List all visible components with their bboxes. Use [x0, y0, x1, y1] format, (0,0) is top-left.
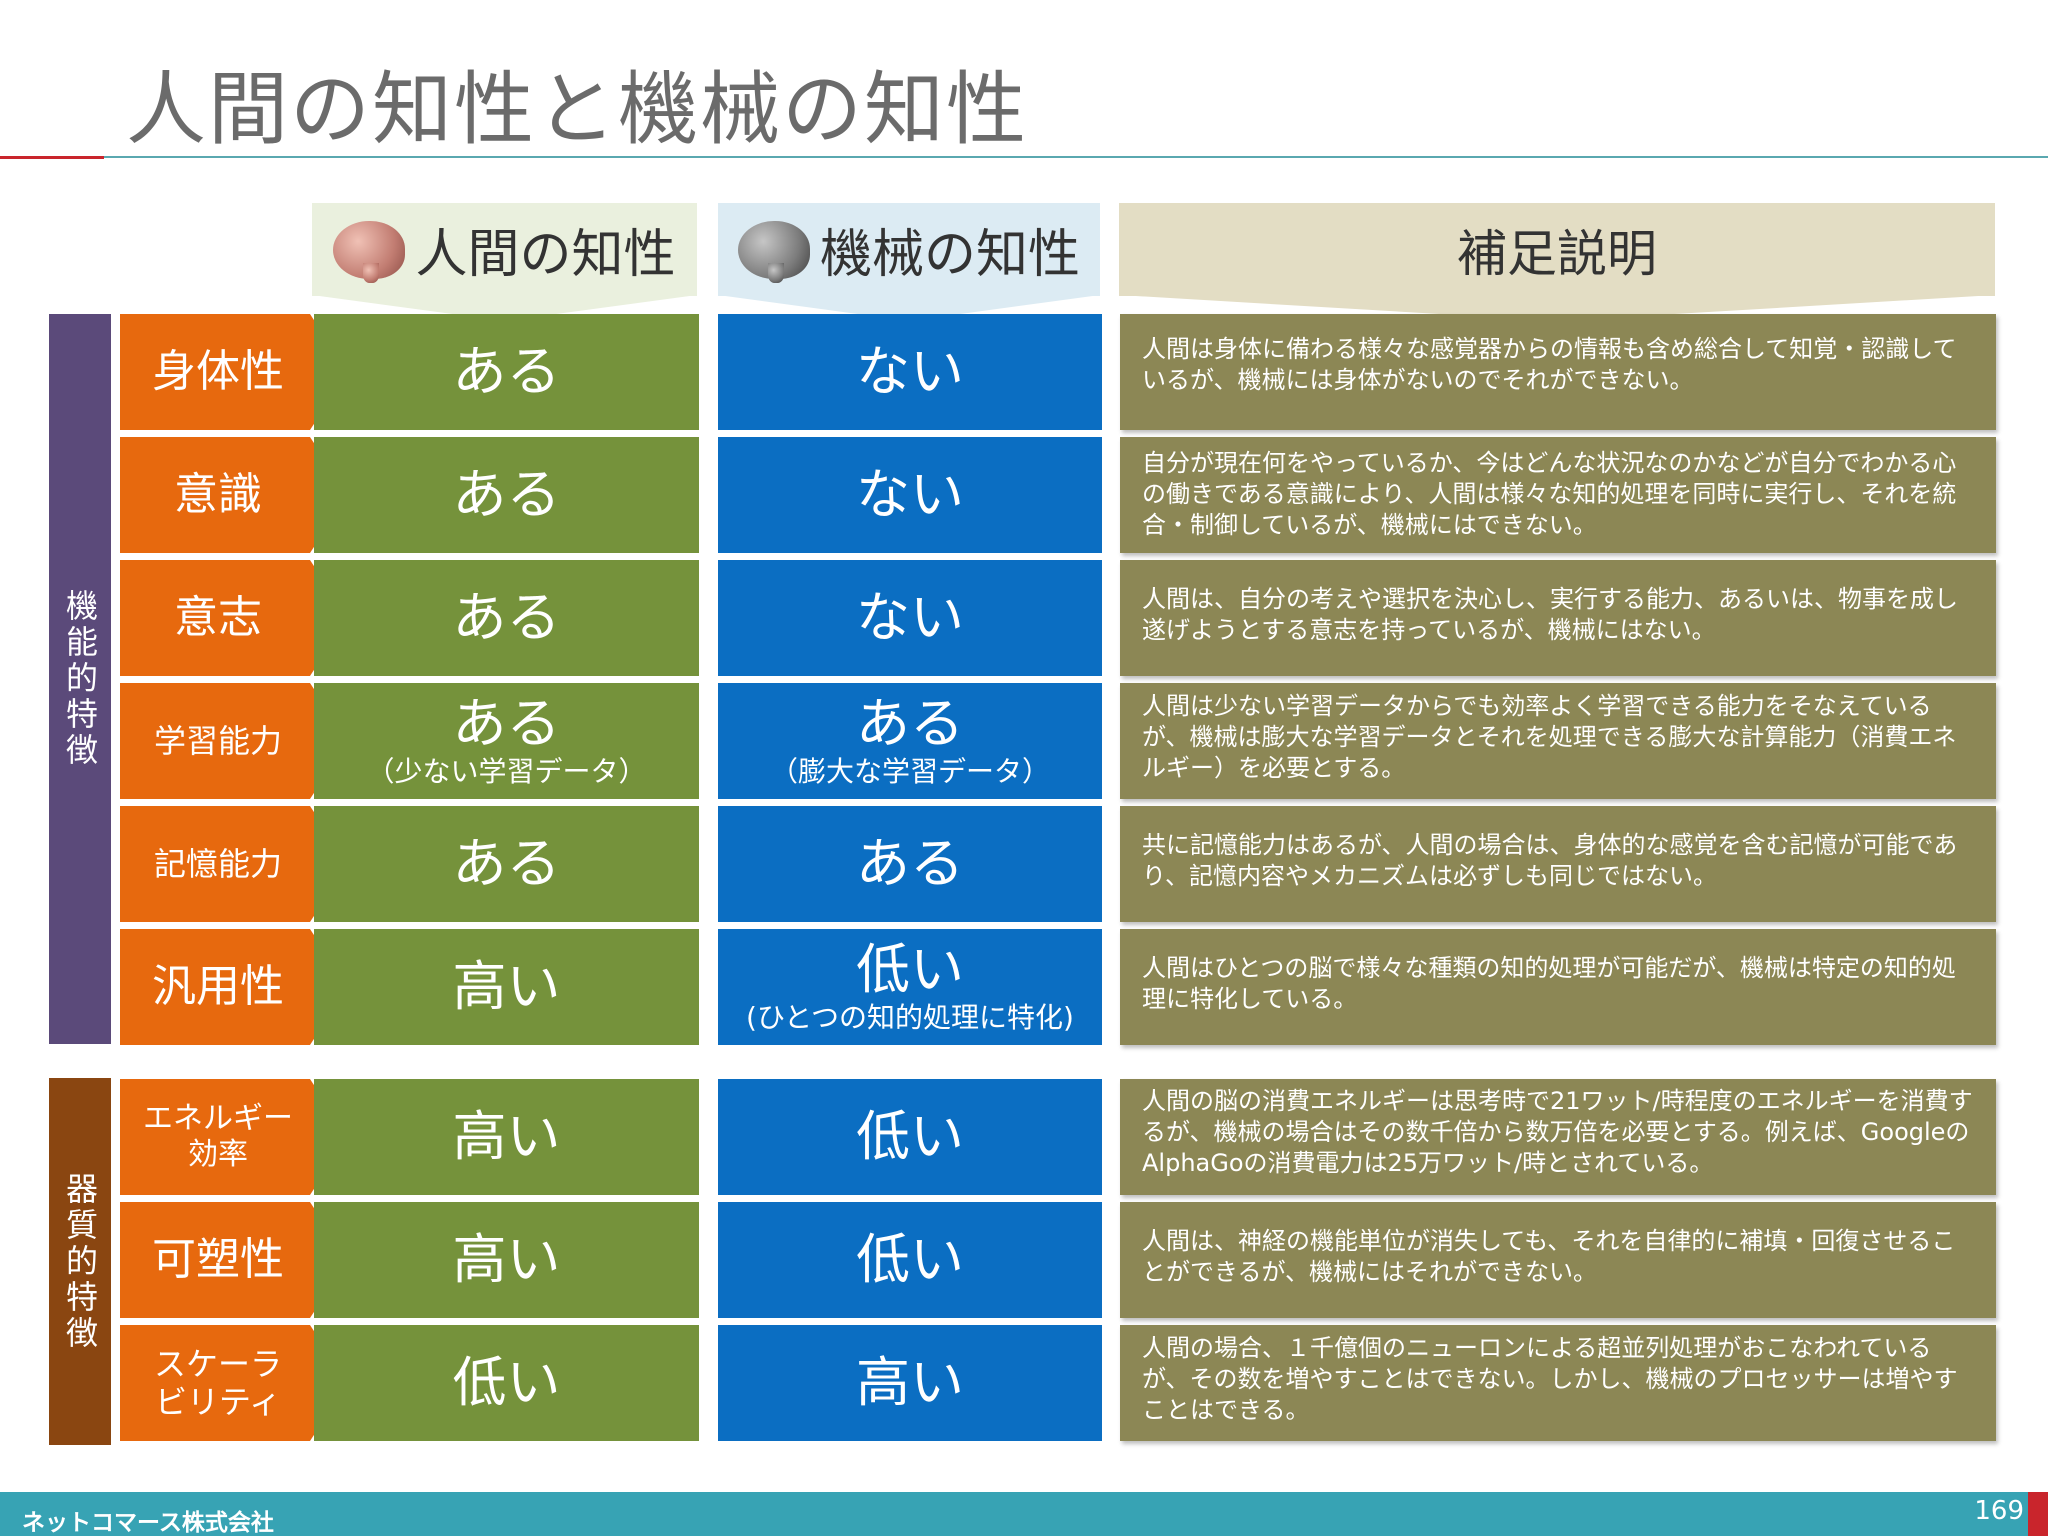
footer-company: ネットコマース株式会社: [22, 1510, 274, 1536]
note-cell: 人間は、神経の機能単位が消失しても、それを自律的に補填・回復させることができるが…: [1120, 1202, 1996, 1318]
table-row: 身体性 ある ない 人間は身体に備わる様々な感覚器からの情報も含め総合して知覚・…: [0, 314, 2048, 430]
human-cell: 高い: [314, 1079, 699, 1195]
table-row: 汎用性 高い 低い (ひとつの知的処理に特化) 人間はひとつの脳で様々な種類の知的…: [0, 929, 2048, 1045]
group-functional-label: 機能的特徴: [49, 314, 111, 1044]
column-header-machine-label: 機械の知性: [819, 225, 1080, 285]
note-cell: 人間の脳の消費エネルギーは思考時で21ワット/時程度のエネルギーを消費するが、機…: [1120, 1079, 1996, 1195]
note-cell: 人間の場合、１千億個のニューロンによる超並列処理がおこなわれているが、その数を増…: [1120, 1325, 1996, 1441]
human-cell: ある: [314, 437, 699, 553]
column-header-machine: 機械の知性: [718, 203, 1100, 321]
human-cell: ある: [314, 806, 699, 922]
row-label: エネルギー効率: [120, 1079, 348, 1195]
human-brain-icon: [333, 220, 406, 283]
table-row: 記憶能力 ある ある 共に記憶能力はあるが、人間の場合は、身体的な感覚を含む記憶…: [0, 806, 2048, 922]
human-cell: 高い: [314, 1202, 699, 1318]
column-header-note: 補足説明: [1119, 203, 1995, 321]
machine-cell: ない: [718, 437, 1102, 553]
table-row: 意識 ある ない 自分が現在何をやっているか、今はどんな状況なのかなどが自分でわ…: [0, 437, 2048, 553]
page-number: 169: [1974, 1496, 2024, 1526]
human-cell: ある: [314, 560, 699, 676]
title-rule: [104, 156, 2048, 158]
note-cell: 人間は少ない学習データからでも効率よく学習できる能力をそなえているが、機械は膨大…: [1120, 683, 1996, 799]
machine-brain-icon: [737, 220, 810, 283]
row-label: 意志: [120, 560, 348, 676]
human-cell: ある （少ない学習データ）: [314, 683, 699, 799]
machine-cell: 高い: [718, 1325, 1102, 1441]
machine-cell: 低い (ひとつの知的処理に特化): [718, 929, 1102, 1045]
row-label: 記憶能力: [120, 806, 348, 922]
footer-accent: [2028, 1492, 2048, 1536]
column-header-human-label: 人間の知性: [415, 225, 676, 285]
machine-cell: 低い: [718, 1202, 1102, 1318]
row-label: 汎用性: [120, 929, 348, 1045]
table-row: 意志 ある ない 人間は、自分の考えや選択を決心し、実行する能力、あるいは、物事…: [0, 560, 2048, 676]
machine-cell: ある （膨大な学習データ）: [718, 683, 1102, 799]
machine-cell: ない: [718, 560, 1102, 676]
row-label: 身体性: [120, 314, 348, 430]
row-label: スケーラビリティ: [120, 1325, 348, 1441]
group-material-label: 器質的特徴: [49, 1078, 111, 1445]
title-rule-accent: [0, 156, 104, 159]
note-cell: 共に記憶能力はあるが、人間の場合は、身体的な感覚を含む記憶が可能であり、記憶内容…: [1120, 806, 1996, 922]
table-row: スケーラビリティ 低い 高い 人間の場合、１千億個のニューロンによる超並列処理が…: [0, 1325, 2048, 1441]
row-label: 可塑性: [120, 1202, 348, 1318]
row-label: 学習能力: [120, 683, 348, 799]
column-header-human: 人間の知性: [312, 203, 697, 321]
row-label: 意識: [120, 437, 348, 553]
machine-cell: ない: [718, 314, 1102, 430]
footer-bar: [0, 1492, 2048, 1536]
human-cell: 高い: [314, 929, 699, 1045]
human-cell: 低い: [314, 1325, 699, 1441]
column-header-note-label: 補足説明: [1457, 224, 1657, 283]
note-cell: 人間はひとつの脳で様々な種類の知的処理が可能だが、機械は特定の知的処理に特化して…: [1120, 929, 1996, 1045]
human-cell: ある: [314, 314, 699, 430]
note-cell: 自分が現在何をやっているか、今はどんな状況なのかなどが自分でわかる心の働きである…: [1120, 437, 1996, 553]
machine-cell: 低い: [718, 1079, 1102, 1195]
table-row: 可塑性 高い 低い 人間は、神経の機能単位が消失しても、それを自律的に補填・回復…: [0, 1202, 2048, 1318]
table-row: エネルギー効率 高い 低い 人間の脳の消費エネルギーは思考時で21ワット/時程度…: [0, 1079, 2048, 1195]
note-cell: 人間は身体に備わる様々な感覚器からの情報も含め総合して知覚・認識しているが、機械…: [1120, 314, 1996, 430]
machine-cell: ある: [718, 806, 1102, 922]
page-title: 人間の知性と機械の知性: [126, 63, 1028, 156]
note-cell: 人間は、自分の考えや選択を決心し、実行する能力、あるいは、物事を成し遂げようとす…: [1120, 560, 1996, 676]
table-row: 学習能力 ある （少ない学習データ） ある （膨大な学習データ） 人間は少ない学習デ…: [0, 683, 2048, 799]
